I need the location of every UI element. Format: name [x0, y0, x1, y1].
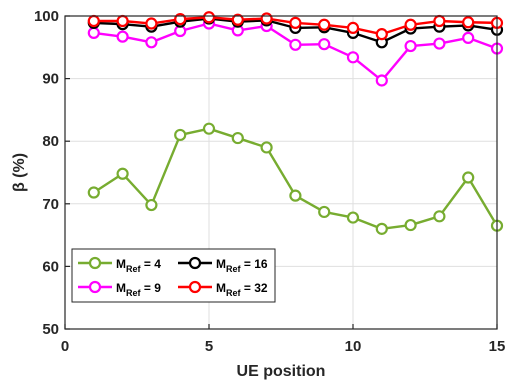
- data-point: [375, 222, 388, 235]
- legend-label: MRef = 4: [116, 257, 161, 274]
- data-point: [174, 13, 187, 26]
- data-point: [202, 11, 216, 24]
- x-axis-label: UE position: [237, 363, 326, 380]
- data-point: [433, 210, 446, 223]
- data-point: [346, 211, 360, 224]
- legend-swatch-marker: [188, 280, 202, 294]
- legend-item: MRef = 16: [178, 256, 268, 274]
- data-point: [289, 189, 302, 202]
- data-point: [375, 28, 388, 41]
- legend-item: MRef = 4: [78, 256, 161, 274]
- legend-box: [71, 248, 276, 303]
- data-point: [116, 30, 129, 43]
- data-point: [116, 14, 129, 28]
- data-point: [174, 128, 187, 142]
- data-point: [289, 16, 302, 29]
- y-axis-label: β (%): [11, 153, 28, 192]
- data-point: [318, 38, 331, 51]
- data-point: [433, 37, 446, 50]
- data-point: [231, 131, 244, 145]
- x-tick-label: 0: [61, 338, 69, 355]
- data-point: [346, 51, 360, 64]
- legend-item: MRef = 9: [78, 280, 161, 298]
- data-point: [231, 13, 244, 26]
- legend-item: MRef = 32: [178, 280, 268, 298]
- legend-label: MRef = 16: [216, 257, 268, 274]
- data-point: [318, 205, 331, 219]
- data-point: [404, 39, 417, 53]
- plot-frame: [64, 15, 498, 330]
- y-tick-label: 50: [42, 321, 59, 338]
- series-layer: [87, 11, 504, 235]
- y-tick-label: 90: [42, 71, 59, 88]
- legend-swatch-marker: [88, 256, 102, 270]
- data-point: [145, 198, 158, 212]
- data-point: [462, 171, 475, 184]
- data-point: [260, 12, 273, 25]
- data-point: [318, 18, 331, 31]
- data-point: [145, 17, 158, 30]
- data-point: [289, 38, 302, 51]
- data-point: [87, 26, 100, 40]
- legend-swatch-marker: [188, 256, 202, 270]
- data-point: [433, 14, 446, 28]
- data-point: [462, 16, 475, 29]
- series-0: [87, 122, 504, 235]
- data-point: [404, 18, 417, 31]
- y-tick-label: 100: [34, 8, 59, 25]
- y-tick-label: 70: [42, 196, 59, 213]
- data-point: [462, 31, 475, 45]
- x-tick-label: 15: [489, 338, 506, 355]
- series-3: [87, 11, 504, 41]
- data-point: [260, 141, 273, 154]
- data-point: [145, 36, 158, 49]
- data-point: [375, 74, 388, 87]
- legend-swatch-marker: [88, 280, 102, 294]
- series-1: [87, 17, 504, 87]
- axis-ticks: 0 5 10 15 50 60 70 80 90 100: [34, 8, 505, 355]
- data-point: [116, 167, 129, 180]
- data-point: [202, 122, 216, 135]
- y-tick-label: 80: [42, 133, 59, 150]
- legend-label: MRef = 9: [116, 281, 161, 298]
- x-tick-label: 5: [205, 338, 213, 355]
- data-point: [87, 186, 100, 199]
- y-tick-label: 60: [42, 258, 59, 275]
- data-point: [87, 14, 100, 28]
- legend: MRef = 4 MRef = 9 MRef = 16 MRef = 32: [71, 248, 276, 303]
- legend-label: MRef = 32: [216, 281, 268, 298]
- data-point: [404, 218, 417, 232]
- x-tick-label: 10: [345, 338, 362, 355]
- data-point: [346, 21, 360, 34]
